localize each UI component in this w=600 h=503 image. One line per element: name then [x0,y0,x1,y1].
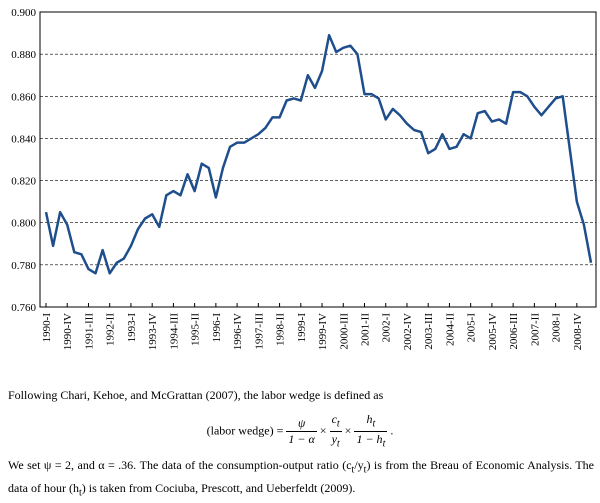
y-tick-label: 0.780 [11,260,36,272]
x-tick-label: 1995-II [190,313,202,346]
x-tick-label: 2006-III [508,313,520,350]
x-tick-label: 1999-IV [317,313,329,350]
x-tick-label: 1996-I [211,313,223,343]
denominator: 1 − ht [354,432,387,451]
x-tick-label: 2000-III [338,313,350,350]
operator: × [319,423,327,438]
subscript: t [78,487,82,499]
data-line [44,33,593,275]
y-tick-label: 0.800 [11,218,36,230]
denominator-base: y [331,432,337,447]
x-tick-label: 1994-III [168,313,180,350]
x-tick-label: 1999-I [296,313,308,343]
subscript: t [351,464,355,476]
text-run: ) is from the Breau of Economic Analysis… [8,458,594,496]
x-tick-label: 1990-I [41,313,53,343]
numerator-base: h [366,412,373,426]
denominator-sub: t [336,438,340,450]
x-tick-label: 2002-IV [402,313,414,350]
x-tick-label: 2002-I [381,313,393,343]
text-run: We set ψ = 2, and α = .36. The data of t… [8,458,352,472]
denominator: 1 − α [286,432,316,447]
x-tick-label: 2008-I [551,313,563,343]
x-tick-label: 2007-II [529,313,541,346]
numerator-base: ψ [297,416,306,431]
x-tick-label: 1996-IV [232,313,244,350]
text-run: /y [354,458,364,472]
numerator-base: c [331,412,337,426]
denominator: yt [330,432,342,451]
x-tick-label: 1993-IV [147,313,159,350]
y-tick-label: 0.840 [11,133,36,145]
text-run: ) is taken from Cociuba, Prescott, and U… [81,481,356,496]
plot-frame [39,11,597,308]
x-tick-label: 1990-IV [62,313,74,350]
denominator-sub: t [382,438,386,450]
y-tick-label: 0.820 [11,176,36,188]
denominator-base: 1 − h [356,432,383,447]
y-tick-label: 0.760 [11,302,36,314]
x-tick-label: 1993-I [126,313,138,343]
subscript: t [363,464,367,476]
x-tick-label: 2008-IV [572,313,584,350]
numerator: ct [329,412,342,433]
numerator-sub: t [336,418,340,430]
x-tick-label: 2003-III [423,313,435,350]
x-tick-label: 1992-II [105,313,117,346]
x-tick-label: 1991-III [83,313,95,350]
x-tick-label: 2001-II [360,313,372,346]
operator: × [344,423,352,438]
formula: (labor wedge) = ψ 1 − α × ct yt × ht 1 − ht. [0,412,600,452]
closing-text: We set ψ = 2, and α = .36. The data of t… [8,456,594,503]
numerator: ψ [286,416,317,433]
x-tick-label: 1998-II [275,313,287,346]
x-tick-label: 2004-II [444,313,456,346]
x-tick-label: 2005-IV [487,313,499,350]
denominator-base: 1 − α [288,432,315,447]
chart: 0.760 0.780 0.800 0.820 0.840 0.860 0.880 0.900… [11,7,597,350]
fraction: ht 1 − ht [354,412,388,452]
numerator: ht [354,412,388,433]
y-tick-label: 0.860 [11,91,36,103]
y-tick-label: 0.880 [11,49,36,61]
fraction: ct yt [329,412,342,452]
intro-text: Following Chari, Kehoe, and McGrattan (2… [8,388,384,402]
formula-end: . [390,423,394,438]
x-tick-label: 2005-I [466,313,478,343]
x-tick-label: 1997-III [253,313,265,350]
formula-lhs: (labor wedge) = [206,423,284,438]
y-tick-label: 0.900 [11,7,36,19]
numerator-sub: t [372,418,376,430]
